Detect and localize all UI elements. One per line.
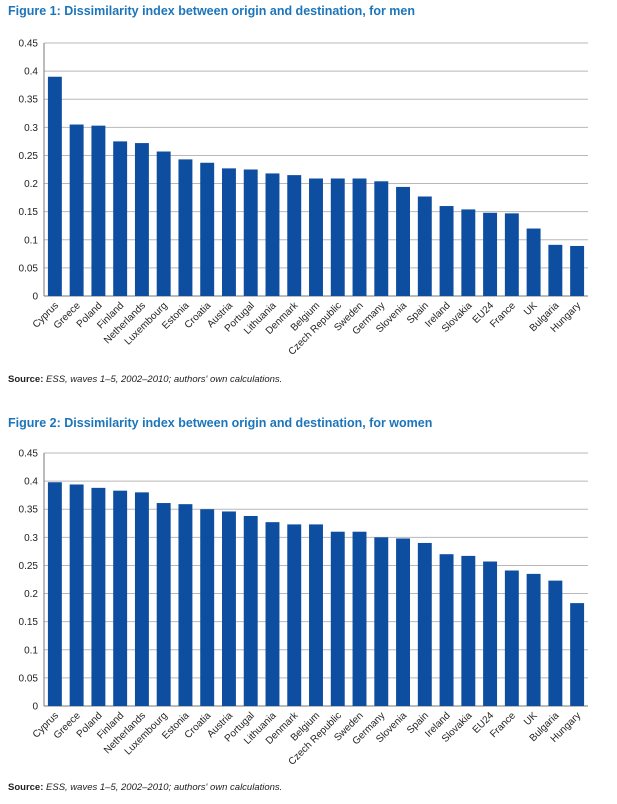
y-tick-label: 0.3	[24, 123, 38, 134]
bar	[134, 143, 149, 296]
figure-1: Figure 1: Dissimilarity index between or…	[0, 0, 617, 400]
bar	[113, 141, 128, 296]
bar	[526, 573, 541, 706]
bar	[243, 169, 258, 296]
bar	[309, 178, 323, 296]
bar	[113, 490, 128, 706]
source-label: Source:	[8, 782, 44, 793]
source-note: Source: ESS, waves 1–5, 2002–2010; autho…	[8, 374, 282, 385]
y-tick-label: 0	[32, 292, 38, 303]
y-tick-label: 0.3	[24, 533, 38, 544]
bar	[178, 159, 193, 296]
bar	[352, 531, 367, 706]
bar-chart-women: 00.050.10.150.20.250.30.350.40.45CyprusG…	[19, 449, 588, 768]
y-tick-label: 0.2	[24, 589, 38, 600]
bar	[483, 212, 498, 296]
bar	[439, 554, 454, 706]
bar	[200, 509, 215, 706]
source-text: ESS, waves 1–5, 2002–2010; authors' own …	[46, 374, 283, 385]
bar	[265, 173, 280, 296]
y-tick-label: 0.05	[19, 263, 39, 274]
y-tick-label: 0.15	[19, 617, 39, 628]
bar	[439, 206, 454, 296]
bar	[287, 524, 302, 706]
bar	[221, 168, 236, 296]
bar	[483, 561, 498, 706]
bar	[417, 196, 432, 296]
y-tick-label: 0.1	[24, 645, 38, 656]
y-tick-label: 0.1	[24, 235, 38, 246]
bar	[396, 538, 411, 706]
y-tick-label: 0.2	[24, 179, 38, 190]
bar	[417, 542, 432, 706]
y-tick-label: 0.45	[19, 449, 39, 460]
x-tick-label: France	[488, 710, 518, 740]
y-tick-label: 0.4	[24, 67, 38, 78]
source-text: ESS, waves 1–5, 2002–2010; authors' own …	[46, 782, 283, 793]
bar	[548, 244, 563, 296]
bar	[69, 484, 84, 706]
y-tick-label: 0.25	[19, 561, 39, 572]
bar	[396, 186, 411, 296]
y-tick-label: 0	[32, 702, 38, 713]
bar	[221, 511, 236, 706]
bar	[461, 555, 476, 706]
bar	[243, 515, 258, 706]
y-tick-label: 0.35	[19, 505, 39, 516]
y-tick-label: 0.4	[24, 477, 38, 488]
bar	[374, 537, 389, 706]
bar	[47, 76, 62, 296]
source-note: Source: ESS, waves 1–5, 2002–2010; autho…	[8, 782, 282, 793]
x-tick-label: UK	[522, 300, 540, 318]
bar	[570, 603, 585, 706]
bar	[526, 228, 541, 296]
y-tick-label: 0.45	[19, 39, 39, 50]
bar	[461, 209, 476, 296]
x-tick-label: France	[488, 300, 518, 330]
bar	[156, 151, 171, 296]
bar	[504, 570, 519, 706]
y-tick-label: 0.15	[19, 207, 39, 218]
bar	[570, 245, 585, 296]
chart-title: Figure 1: Dissimilarity index between or…	[8, 4, 416, 18]
bar	[134, 492, 149, 706]
y-tick-label: 0.05	[19, 673, 39, 684]
bar	[91, 487, 106, 706]
bar	[265, 522, 280, 706]
bar	[91, 125, 106, 296]
chart-title: Figure 2: Dissimilarity index between or…	[8, 416, 433, 430]
bar	[178, 504, 193, 706]
bar	[330, 178, 345, 296]
y-tick-label: 0.35	[19, 95, 39, 106]
x-tick-label: UK	[522, 710, 540, 728]
bar	[548, 580, 563, 706]
bar	[156, 503, 171, 706]
bar	[330, 531, 345, 706]
bar	[69, 124, 84, 297]
bar	[309, 524, 323, 706]
bar	[200, 162, 215, 296]
bar	[374, 181, 389, 296]
source-label: Source:	[8, 374, 44, 385]
bar	[504, 213, 519, 296]
bar	[47, 482, 62, 706]
bar-chart-men: 00.050.10.150.20.250.30.350.40.45CyprusG…	[19, 39, 588, 358]
bar	[287, 175, 302, 296]
bar	[352, 178, 367, 296]
figure-2: Figure 2: Dissimilarity index between or…	[0, 410, 617, 804]
y-tick-label: 0.25	[19, 151, 39, 162]
